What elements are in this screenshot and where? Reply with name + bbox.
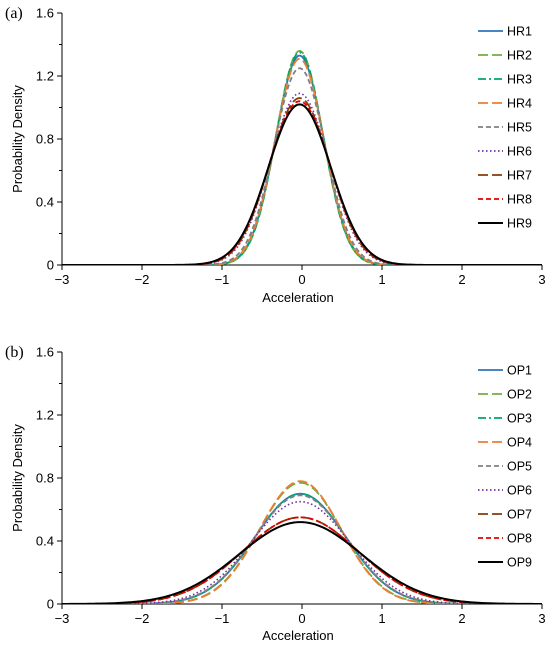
series-line-op4 [62, 480, 542, 604]
series-line-op1 [62, 492, 542, 604]
legend: OP1 OP2 OP3 OP4 OP5 OP6 OP7 OP8 OP9 [478, 364, 532, 570]
y-tick-label: 0 [47, 258, 54, 273]
legend-label-op3: OP3 [507, 412, 532, 426]
x-axis-label: Acceleration [262, 628, 334, 643]
series-line-op7 [62, 516, 542, 604]
series-line-hr9 [62, 103, 542, 265]
legend-label-hr4: HR4 [507, 97, 532, 111]
legend-label-op6: OP6 [507, 484, 532, 498]
legend-label-hr5: HR5 [507, 121, 532, 135]
series-line-op9 [62, 521, 542, 604]
series-line-op8 [62, 516, 542, 604]
x-tick-label: 2 [458, 611, 465, 626]
x-tick-label: 3 [538, 272, 545, 287]
series-line-hr5 [62, 67, 542, 265]
legend-label-op4: OP4 [507, 436, 532, 450]
x-axis-label: Acceleration [262, 290, 334, 305]
legend: HR1 HR2 HR3 HR4 HR5 HR6 HR7 HR8 HR9 [478, 25, 532, 231]
series-line-hr3 [62, 51, 542, 265]
x-tick-label: 3 [538, 611, 545, 626]
x-tick-label: −2 [135, 611, 150, 626]
y-tick-label: 1.2 [36, 69, 54, 84]
chart-panel-a: (a) 0 0.4 0.8 1.2 1.6 −3 −2 −1 0 1 2 3 Acceleration Pr… [5, 5, 546, 305]
series-line-hr2 [62, 49, 542, 265]
legend-label-op1: OP1 [507, 364, 532, 378]
series-line-hr4 [62, 57, 542, 265]
y-axis-label: Probability Density [10, 85, 25, 193]
series-line-hr1 [62, 54, 542, 265]
x-tick-label: 1 [378, 611, 385, 626]
panel-label: (a) [5, 5, 23, 22]
x-tick-label: −1 [215, 611, 230, 626]
y-tick-label: 0.8 [36, 471, 54, 486]
series-line-op5 [62, 494, 542, 604]
legend-label-hr8: HR8 [507, 193, 532, 207]
legend-label-hr1: HR1 [507, 25, 532, 39]
series-line-hr8 [62, 100, 542, 265]
x-tick-label: 0 [298, 611, 305, 626]
y-axis-label: Probability Density [10, 424, 25, 532]
y-tick-label: 0.4 [36, 195, 54, 210]
legend-label-hr3: HR3 [507, 73, 532, 87]
chart-panel-b: (b) 0 0.4 0.8 1.2 1.6 −3 −2 −1 0 1 2 3 Acceleration Pr… [5, 344, 546, 643]
legend-label-hr7: HR7 [507, 169, 532, 183]
legend-label-op9: OP9 [507, 556, 532, 570]
legend-label-hr9: HR9 [507, 217, 532, 231]
x-tick-label: 1 [378, 272, 385, 287]
y-tick-label: 0 [47, 597, 54, 612]
legend-label-op5: OP5 [507, 460, 532, 474]
series-line-hr7 [62, 97, 542, 265]
series-line-hr6 [62, 92, 542, 265]
x-tick-label: −3 [55, 611, 70, 626]
legend-label-hr2: HR2 [507, 49, 532, 63]
x-tick-label: 0 [298, 272, 305, 287]
legend-label-op2: OP2 [507, 388, 532, 402]
y-tick-label: 1.2 [36, 408, 54, 423]
legend-label-hr6: HR6 [507, 145, 532, 159]
series-line-op6 [62, 500, 542, 604]
x-tick-label: 2 [458, 272, 465, 287]
x-tick-label: −2 [135, 272, 150, 287]
legend-label-op8: OP8 [507, 532, 532, 546]
y-tick-label: 0.8 [36, 132, 54, 147]
legend-label-op7: OP7 [507, 508, 532, 522]
x-tick-label: −3 [55, 272, 70, 287]
y-tick-label: 1.6 [36, 345, 54, 360]
y-tick-label: 0.4 [36, 534, 54, 549]
y-tick-label: 1.6 [36, 6, 54, 21]
series-group [62, 49, 542, 265]
panel-label: (b) [5, 344, 24, 361]
x-tick-label: −1 [215, 272, 230, 287]
series-line-op2 [62, 481, 542, 604]
series-line-op3 [62, 492, 542, 604]
series-group [62, 480, 542, 604]
